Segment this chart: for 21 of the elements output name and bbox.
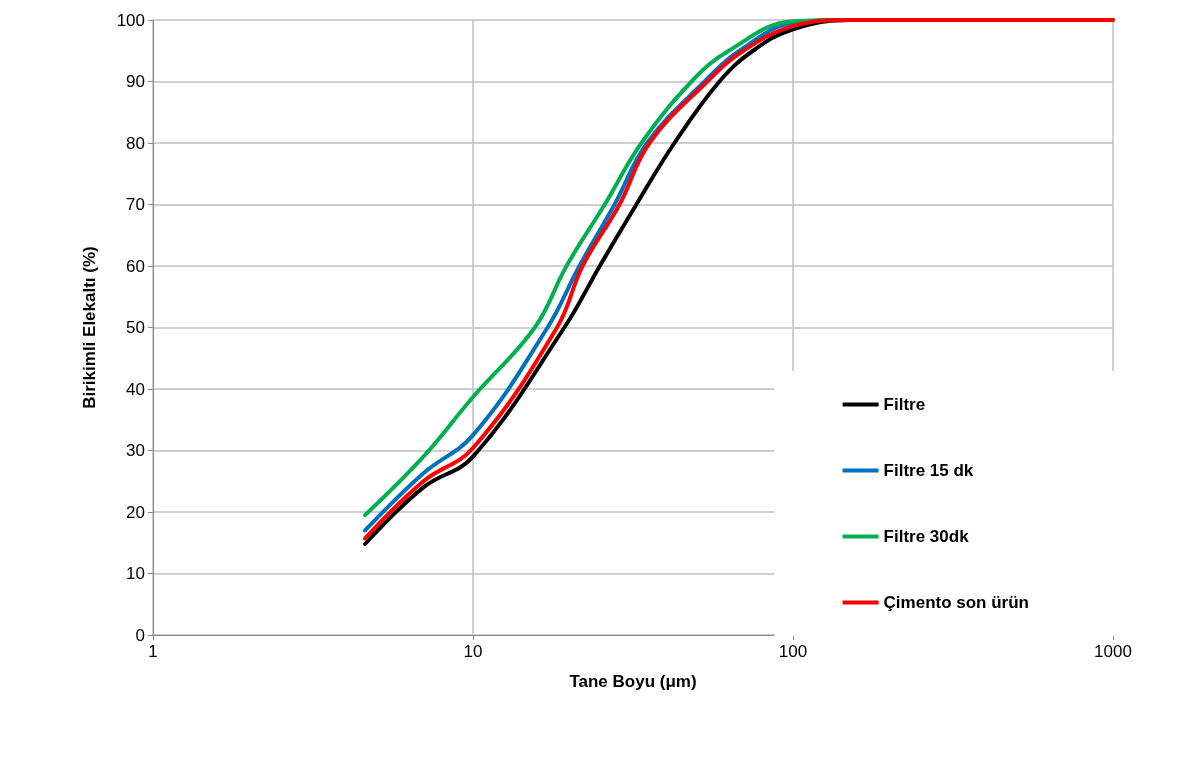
- y-tick-label: 80: [126, 133, 145, 153]
- legend-label: Filtre 15 dk: [883, 461, 974, 480]
- legend-label: Filtre 30dk: [883, 527, 970, 546]
- y-tick-label: 70: [126, 195, 145, 214]
- y-tick-label: 40: [126, 379, 145, 399]
- x-tick-label: 1: [148, 642, 158, 661]
- y-tick-label: 60: [126, 256, 145, 276]
- x-tick-label: 1000: [1094, 642, 1132, 661]
- x-tick-label: 100: [778, 642, 808, 661]
- legend-label: Filtre: [883, 395, 926, 414]
- x-tick-label: 10: [463, 642, 483, 661]
- y-tick-label: 30: [126, 441, 145, 460]
- y-axis-title: Birikimli Elekaltı (%): [80, 246, 99, 409]
- y-tick-label: 50: [126, 318, 145, 337]
- y-tick-label: 10: [126, 564, 145, 583]
- y-tick-label: 20: [126, 502, 145, 522]
- x-axis-title: Tane Boyu (μm): [569, 672, 697, 691]
- y-tick-label: 90: [126, 72, 145, 91]
- y-tick-label: 0: [135, 625, 145, 645]
- y-tick-label: 100: [116, 10, 145, 30]
- legend-label: Çimento son ürün: [883, 593, 1030, 612]
